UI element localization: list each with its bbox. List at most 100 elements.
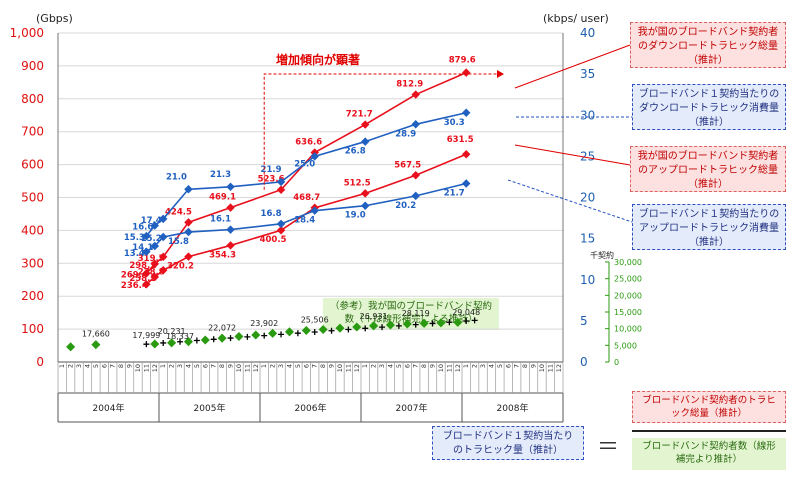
contracts-estimate-marker xyxy=(446,319,453,326)
series-data-label-3: 15.8 xyxy=(168,237,189,247)
contracts-estimate-marker xyxy=(395,322,402,329)
contracts-marker xyxy=(200,335,210,345)
right-axis-unit: (kbps/ user) xyxy=(543,12,609,25)
series-marker-2 xyxy=(360,137,370,146)
month-label: 8 xyxy=(218,364,226,368)
series-marker-3 xyxy=(158,232,168,242)
month-label: 2 xyxy=(67,364,75,368)
series-marker-1 xyxy=(411,171,420,180)
series-data-label-0: 424.5 xyxy=(165,207,192,217)
month-label: 10 xyxy=(134,364,142,372)
series-data-label-3: 16.8 xyxy=(261,209,282,219)
series-data-label-3: 15.2 xyxy=(141,234,162,244)
right-tick-label: 15 xyxy=(580,232,595,246)
contracts-marker xyxy=(436,318,446,328)
series-data-label-2: 16.6 xyxy=(132,222,153,232)
contracts-data-label: 20,231 xyxy=(158,327,186,336)
month-label: 3 xyxy=(75,364,83,368)
contracts-estimate-marker xyxy=(160,339,167,346)
month-label: 7 xyxy=(109,364,117,368)
left-tick-label: 200 xyxy=(21,289,44,303)
series-marker-3 xyxy=(142,247,151,257)
series-data-label-2: 15.3 xyxy=(124,233,145,243)
series-data-label-0: 298.1 xyxy=(129,261,156,271)
series-data-label-1: 320.2 xyxy=(167,262,194,272)
month-label: 2 xyxy=(168,364,176,368)
series-data-label-2: 30.3 xyxy=(444,118,465,128)
series-data-label-1: 631.5 xyxy=(447,135,474,145)
formula-bottom: ブロードバンド契約者数（線形補完より推計） xyxy=(632,438,786,470)
series-data-label-1: 258.5 xyxy=(129,274,156,284)
series-marker-3 xyxy=(461,179,471,188)
note-total-upload: 我が国のブロードバンド契約者のアップロードトラヒック総量（推計） xyxy=(630,146,786,192)
month-label: 2 xyxy=(370,364,378,368)
series-marker-2 xyxy=(411,120,420,129)
increase-callout-arrow xyxy=(497,70,504,78)
note-total-download: 我が国のブロードバンド契約者のダウンロードトラヒック総量（推計） xyxy=(630,22,786,68)
month-label: 5 xyxy=(496,364,504,368)
series-marker-0 xyxy=(142,269,151,278)
series-line-2 xyxy=(145,112,467,237)
left-tick-label: 700 xyxy=(21,125,44,139)
left-tick-label: 1,000 xyxy=(10,26,44,40)
contracts-data-label: 22,072 xyxy=(208,324,236,333)
left-tick-label: 900 xyxy=(21,59,44,73)
month-label: 12 xyxy=(353,364,361,372)
contracts-marker xyxy=(385,320,395,330)
contracts-estimate-marker xyxy=(412,321,419,328)
series-data-label-2: 17.4 xyxy=(141,216,162,226)
month-label: 8 xyxy=(521,364,529,368)
month-label: 1 xyxy=(159,364,167,368)
contracts-estimate-marker xyxy=(345,326,352,333)
contracts-marker xyxy=(91,340,101,350)
month-label: 9 xyxy=(429,364,437,368)
series-line-3 xyxy=(145,182,467,253)
contracts-marker xyxy=(251,330,261,340)
month-label: 6 xyxy=(403,364,411,368)
series-marker-0 xyxy=(461,68,471,77)
left-tick-label: 600 xyxy=(21,158,44,172)
contracts-estimate-marker xyxy=(328,327,335,334)
series-marker-2 xyxy=(276,177,286,187)
year-label: 2006年 xyxy=(295,402,327,414)
contracts-marker xyxy=(167,338,177,348)
series-marker-2 xyxy=(310,152,319,161)
series-marker-1 xyxy=(158,266,168,275)
series-marker-3 xyxy=(411,191,420,201)
formula-equals: ＝ xyxy=(597,435,620,460)
series-data-label-3: 21.7 xyxy=(444,189,465,199)
series-marker-3 xyxy=(184,227,193,237)
contracts-tick-label: 25,000 xyxy=(614,275,642,284)
contracts-tick-label: 0 xyxy=(614,358,619,367)
month-label: 3 xyxy=(479,364,487,368)
contracts-estimate-marker xyxy=(261,332,268,339)
series-data-label-2: 21.0 xyxy=(166,172,187,182)
contracts-marker xyxy=(335,323,345,333)
series-marker-1 xyxy=(226,241,235,250)
month-label: 6 xyxy=(201,364,209,368)
month-label: 7 xyxy=(210,364,218,368)
month-label: 9 xyxy=(227,364,235,368)
formula-top: ブロードバンド契約者のトラヒック総量（推計） xyxy=(632,391,786,423)
month-label: 11 xyxy=(142,364,150,372)
contracts-data-label: 28,119 xyxy=(402,309,430,318)
right-tick-label: 25 xyxy=(580,149,595,163)
left-axis-unit: (Gbps) xyxy=(36,12,73,25)
series-marker-1 xyxy=(150,272,160,282)
left-tick-label: 100 xyxy=(21,322,44,336)
month-label: 11 xyxy=(344,364,352,372)
series-data-label-2: 28.9 xyxy=(395,129,416,139)
series-data-label-1: 512.5 xyxy=(344,178,371,188)
series-data-label-1: 236.4 xyxy=(121,281,148,291)
year-label: 2005年 xyxy=(194,402,226,414)
month-label: 6 xyxy=(504,364,512,368)
contracts-estimate-marker xyxy=(471,317,478,324)
month-label: 4 xyxy=(83,364,91,368)
contracts-data-label: 18,337 xyxy=(166,332,194,341)
series-marker-0 xyxy=(158,252,168,262)
month-label: 9 xyxy=(530,364,538,368)
series-marker-0 xyxy=(276,185,286,194)
series-marker-0 xyxy=(411,90,420,99)
series-marker-2 xyxy=(461,108,471,118)
